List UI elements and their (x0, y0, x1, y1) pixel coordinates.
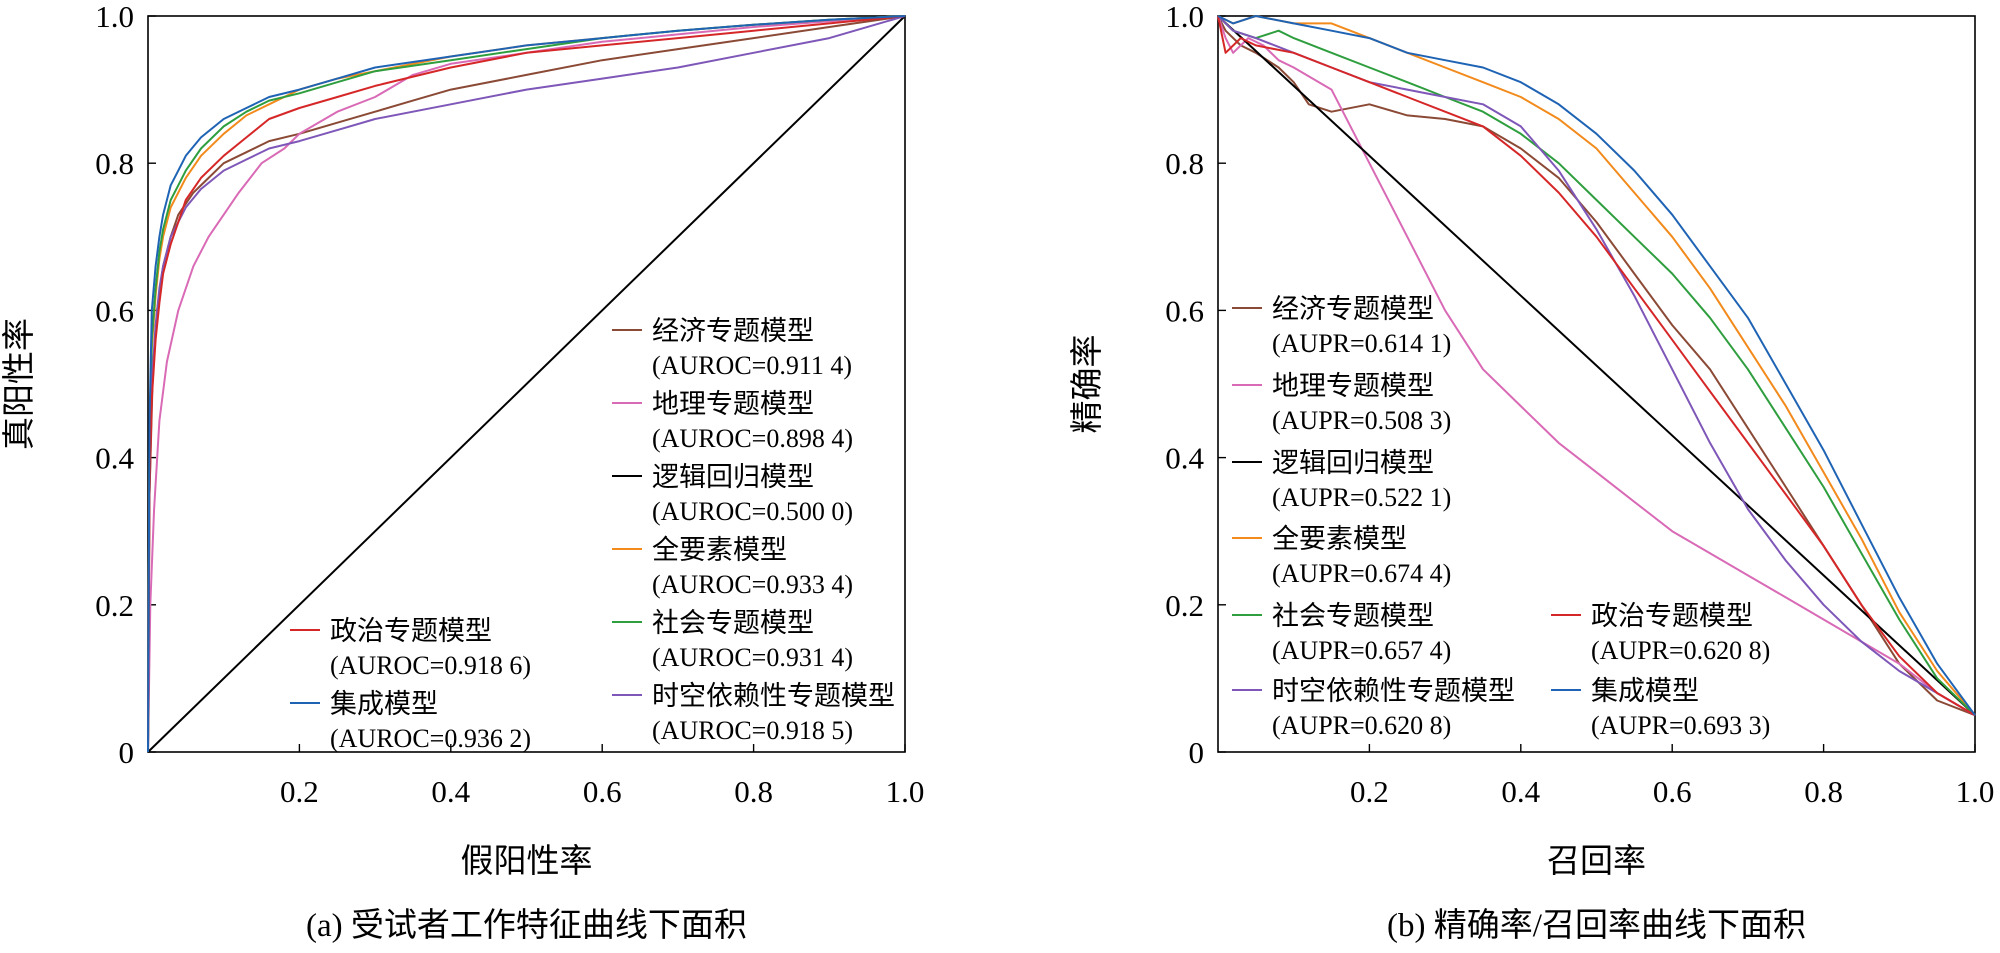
x-axis-label: 召回率 (1547, 843, 1646, 880)
y-tick-label: 0.8 (95, 146, 134, 181)
x-tick-label: 0.8 (1804, 774, 1843, 809)
series-line-5 (1217, 15, 1976, 716)
legend-metric: (AUPR=0.620 8) (1272, 711, 1451, 740)
x-tick-label: 0.8 (734, 774, 773, 809)
legend-label: 集成模型 (1591, 676, 1699, 706)
y-tick-label: 0.2 (95, 588, 134, 623)
series-line-4 (1217, 15, 1976, 716)
panel-caption: (b) 精确率/召回率曲线下面积 (1387, 907, 1806, 944)
legend-label: 政治专题模型 (330, 616, 492, 646)
legend-label: 全要素模型 (652, 535, 787, 565)
legend-label: 社会专题模型 (652, 608, 814, 638)
y-axis-label: 真阳性率 (1, 318, 38, 450)
legend-label: 政治专题模型 (1591, 601, 1753, 631)
legend-label: 地理专题模型 (652, 389, 814, 419)
x-tick-label: 1.0 (1956, 774, 1995, 809)
legend-metric: (AUPR=0.508 3) (1272, 406, 1451, 435)
y-axis-label: 精确率 (1069, 335, 1106, 434)
y-tick-label: 1.0 (1165, 0, 1204, 34)
legend-label: 经济专题模型 (652, 316, 814, 346)
y-tick-label: 0.4 (1165, 441, 1204, 476)
y-tick-label: 0 (119, 735, 135, 770)
legend-metric: (AUROC=0.500 0) (652, 497, 853, 526)
series-line-3 (1217, 15, 1976, 716)
series-line-3 (147, 15, 906, 753)
legend-metric: (AUROC=0.898 4) (652, 424, 853, 453)
y-tick-label: 0 (1189, 735, 1205, 770)
series-line-6 (147, 15, 906, 753)
series-line-7 (1217, 15, 1976, 717)
x-tick-label: 0.6 (1653, 774, 1692, 809)
series-line-2 (1217, 15, 1976, 717)
legend-metric: (AUPR=0.522 1) (1272, 483, 1451, 512)
legend-metric: (AUROC=0.931 4) (652, 643, 853, 672)
x-tick-label: 0.4 (1501, 774, 1540, 809)
y-tick-label: 0.8 (1165, 146, 1204, 181)
legend-metric: (AUROC=0.936 2) (330, 724, 531, 753)
x-tick-label: 0.2 (1350, 774, 1389, 809)
legend-label: 社会专题模型 (1272, 601, 1434, 631)
legend-label: 地理专题模型 (1272, 371, 1434, 401)
legend-label: 时空依赖性专题模型 (652, 681, 895, 711)
panel-caption: (a) 受试者工作特征曲线下面积 (306, 907, 747, 944)
legend-label: 集成模型 (330, 689, 438, 719)
series-line-7 (147, 15, 906, 753)
legend-metric: (AUPR=0.620 8) (1591, 636, 1770, 665)
legend-metric: (AUROC=0.933 4) (652, 570, 853, 599)
legend-metric: (AUPR=0.693 3) (1591, 711, 1770, 740)
series-line-8 (1217, 15, 1976, 716)
legend-label: 全要素模型 (1272, 524, 1407, 554)
legend-metric: (AUPR=0.657 4) (1272, 636, 1451, 665)
series-line-2 (147, 15, 906, 753)
x-axis-label: 假阳性率 (461, 843, 593, 880)
legend-label: 时空依赖性专题模型 (1272, 676, 1515, 706)
y-tick-label: 0.6 (1165, 293, 1204, 328)
x-tick-label: 1.0 (886, 774, 925, 809)
y-tick-label: 0.2 (1165, 588, 1204, 623)
legend-label: 经济专题模型 (1272, 294, 1434, 324)
legend-metric: (AUROC=0.918 5) (652, 716, 853, 745)
y-tick-label: 0.6 (95, 293, 134, 328)
legend-label: 逻辑回归模型 (1272, 448, 1434, 478)
y-tick-label: 1.0 (95, 0, 134, 34)
legend-metric: (AUPR=0.614 1) (1272, 329, 1451, 358)
legend-metric: (AUROC=0.911 4) (652, 351, 852, 380)
legend-metric: (AUROC=0.918 6) (330, 651, 531, 680)
plot-frame (1217, 15, 1976, 753)
x-tick-label: 0.6 (583, 774, 622, 809)
x-tick-label: 0.4 (431, 774, 470, 809)
y-tick-label: 0.4 (95, 441, 134, 476)
legend-label: 逻辑回归模型 (652, 462, 814, 492)
legend-metric: (AUPR=0.674 4) (1272, 559, 1451, 588)
plot-frame (147, 15, 906, 753)
series-line-8 (147, 15, 906, 753)
x-tick-label: 0.2 (280, 774, 319, 809)
